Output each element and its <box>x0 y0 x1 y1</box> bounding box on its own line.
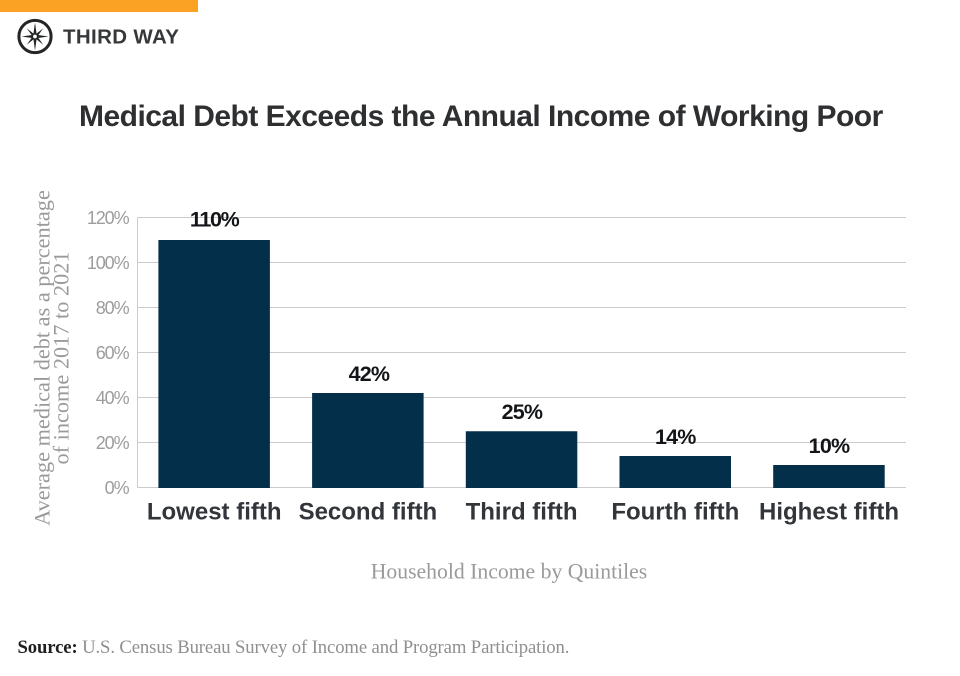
svg-text:THIRD WAY: THIRD WAY <box>63 26 179 49</box>
svg-text:120%: 120% <box>87 208 130 228</box>
svg-text:100%: 100% <box>87 253 130 273</box>
svg-text:Source: U.S. Census Bureau Sur: Source: U.S. Census Bureau Survey of Inc… <box>18 637 570 658</box>
svg-text:0%: 0% <box>105 478 130 498</box>
svg-text:Fourth fifth: Fourth fifth <box>611 499 739 526</box>
svg-text:10%: 10% <box>809 434 850 458</box>
svg-text:Medical Debt Exceeds the Annua: Medical Debt Exceeds the Annual Income o… <box>79 100 884 133</box>
svg-text:Lowest fifth: Lowest fifth <box>147 499 282 526</box>
svg-text:80%: 80% <box>96 298 130 318</box>
svg-text:60%: 60% <box>96 343 130 363</box>
svg-text:Average medical debt as a perc: Average medical debt as a percentage <box>30 190 55 526</box>
svg-text:Second fifth: Second fifth <box>299 499 438 526</box>
svg-text:110%: 110% <box>190 208 240 232</box>
svg-text:14%: 14% <box>655 425 696 449</box>
svg-text:40%: 40% <box>96 388 130 408</box>
svg-text:42%: 42% <box>349 362 390 386</box>
svg-text:25%: 25% <box>502 400 543 424</box>
svg-text:Third fifth: Third fifth <box>466 499 578 526</box>
svg-text:20%: 20% <box>96 433 130 453</box>
svg-text:Household Income by Quintiles: Household Income by Quintiles <box>371 560 647 584</box>
svg-text:of income 2017 to 2021: of income 2017 to 2021 <box>49 251 74 464</box>
svg-text:Highest fifth: Highest fifth <box>759 499 899 526</box>
